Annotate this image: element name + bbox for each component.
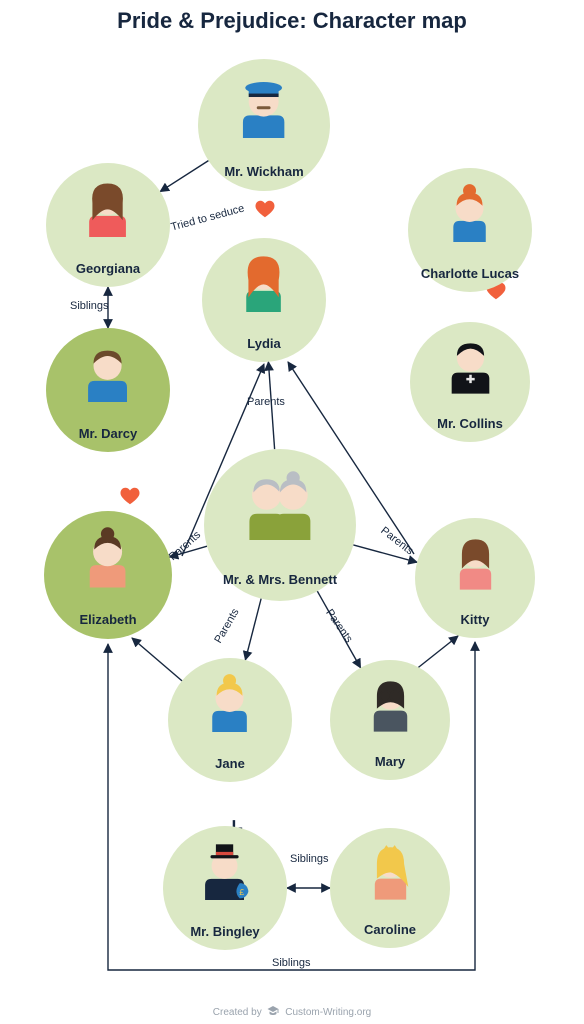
node-label: Mr. Darcy xyxy=(46,426,170,441)
node-label: Kitty xyxy=(415,612,535,627)
avatar-caroline-icon xyxy=(359,841,422,900)
edge-label: Parents xyxy=(167,529,203,563)
page-title: Pride & Prejudice: Character map xyxy=(0,8,584,34)
avatar-bennett-icon xyxy=(240,466,320,540)
footer: Created by Custom-Writing.org xyxy=(0,1005,584,1018)
edge-label: Parents xyxy=(247,396,285,408)
avatar-elizabeth-icon xyxy=(74,525,141,587)
node-label: Mr. Bingley xyxy=(163,924,287,939)
edge-label: Tried to seduce xyxy=(170,202,246,233)
node-bingley: Mr. Bingley £ xyxy=(163,826,287,950)
avatar-darcy-icon xyxy=(75,342,140,403)
avatar-charlotte-icon xyxy=(437,182,502,243)
node-label: Caroline xyxy=(330,922,450,937)
node-lydia: Lydia xyxy=(202,238,326,362)
avatar-bingley-icon: £ xyxy=(192,840,257,901)
avatar-kitty-icon xyxy=(444,531,507,590)
avatar-jane-icon xyxy=(197,672,262,733)
heart-icon xyxy=(119,485,141,507)
footer-brand: Custom-Writing.org xyxy=(285,1007,371,1018)
edge-label: Siblings xyxy=(272,957,311,969)
edge-label: Parents xyxy=(212,607,241,646)
node-collins: Mr. Collins xyxy=(410,322,530,442)
node-charlotte: Charlotte Lucas xyxy=(408,168,532,292)
node-elizabeth: Elizabeth xyxy=(44,511,172,639)
grad-cap-icon xyxy=(267,1005,279,1017)
edge-label: Siblings xyxy=(70,300,109,312)
character-map: Pride & Prejudice: Character map Created… xyxy=(0,0,584,1024)
avatar-mary-icon xyxy=(359,673,422,732)
avatar-georgiana-icon xyxy=(75,177,140,238)
edge-label: Siblings xyxy=(290,853,329,865)
edge-label: Parents xyxy=(323,607,355,645)
node-label: Lydia xyxy=(202,336,326,351)
heart-icon xyxy=(254,198,276,220)
node-label: Mr. Wickham xyxy=(198,164,330,179)
node-georgiana: Georgiana xyxy=(46,163,170,287)
avatar-wickham-icon xyxy=(229,74,298,138)
node-caroline: Caroline xyxy=(330,828,450,948)
avatar-lydia-icon xyxy=(231,252,296,313)
footer-prefix: Created by xyxy=(213,1007,262,1018)
node-mary: Mary xyxy=(330,660,450,780)
node-darcy: Mr. Darcy xyxy=(46,328,170,452)
svg-text:£: £ xyxy=(240,887,245,897)
node-label: Jane xyxy=(168,756,292,771)
node-jane: Jane xyxy=(168,658,292,782)
node-label: Mr. & Mrs. Bennett xyxy=(204,572,356,587)
node-label: Elizabeth xyxy=(44,612,172,627)
node-wickham: Mr. Wickham xyxy=(198,59,330,191)
node-kitty: Kitty xyxy=(415,518,535,638)
avatar-collins-icon xyxy=(439,335,502,394)
node-bennett: Mr. & Mrs. Bennett xyxy=(204,449,356,601)
node-label: Charlotte Lucas xyxy=(408,266,532,281)
node-label: Mr. Collins xyxy=(410,416,530,431)
node-label: Georgiana xyxy=(46,261,170,276)
edge-label: Parents xyxy=(378,525,415,558)
node-label: Mary xyxy=(330,754,450,769)
